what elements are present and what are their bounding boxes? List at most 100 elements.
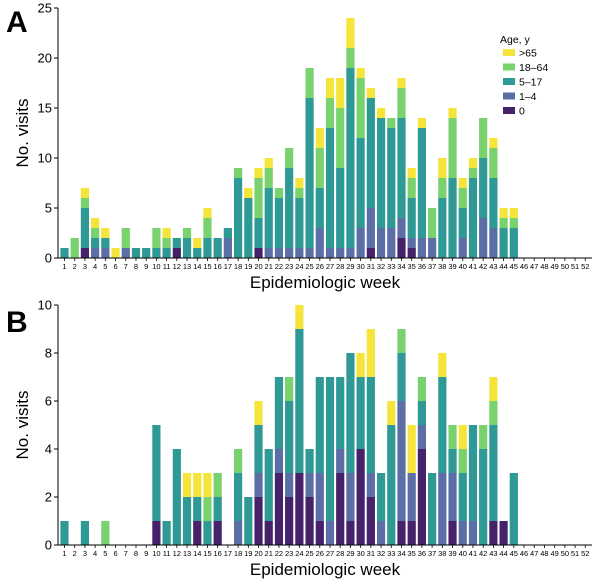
bar-week-26-age-1-4: [315, 228, 324, 258]
bar-week-22-age-0: [274, 473, 284, 545]
y-tick-label: 2: [45, 490, 52, 505]
bar-week-15-age-65plus: [203, 473, 212, 497]
bar-week-40-age-65plus: [458, 425, 467, 449]
bar-week-27-age-1-4: [325, 521, 335, 545]
x-tick-label: 28: [336, 549, 344, 558]
bar-week-18-age-5-17: [234, 178, 243, 258]
x-tick-label: 10: [152, 262, 160, 271]
x-tick-label: 4: [93, 262, 97, 271]
bar-week-5-age-18-64: [101, 521, 110, 545]
bar-week-26-age-18-64: [315, 148, 324, 188]
x-tick-label: 12: [173, 262, 181, 271]
bar-week-12-age-0: [172, 248, 181, 258]
bar-week-31-age-0: [366, 497, 375, 545]
bar-week-31-age-1-4: [366, 473, 375, 497]
bar-week-40-age-5-17: [458, 208, 467, 238]
x-tick-label: 26: [316, 262, 324, 271]
legend-label-5-17: 5–17: [519, 77, 543, 89]
bar-week-4-age-18-64: [91, 228, 100, 238]
bar-week-18-age-18-64: [234, 449, 243, 473]
bar-week-43-age-1-4: [489, 228, 498, 258]
x-tick-label: 43: [489, 549, 497, 558]
bar-week-31-age-5-17: [366, 98, 375, 208]
bar-week-45-age-5-17: [509, 473, 518, 545]
bar-week-20-age-1-4: [254, 473, 263, 497]
bar-week-40-age-1-4: [458, 521, 467, 545]
bar-week-39-age-18-64: [448, 118, 457, 178]
bar-week-35-age-65plus: [407, 425, 416, 473]
x-tick-label: 18: [234, 549, 242, 558]
bar-week-16-age-18-64: [213, 473, 222, 497]
x-tick-label: 31: [367, 549, 375, 558]
bar-week-38-age-5-17: [438, 377, 447, 473]
bar-week-17-age-5-17: [223, 228, 232, 238]
bar-week-27-age-1-4: [325, 248, 335, 258]
bar-week-34-age-1-4: [397, 218, 406, 238]
x-tick-label: 21: [265, 262, 273, 271]
bar-week-34-age-0: [397, 521, 406, 545]
x-tick-label: 2: [73, 549, 77, 558]
x-tick-label: 5: [103, 549, 107, 558]
x-tick-label: 35: [408, 549, 416, 558]
x-tick-label: 23: [285, 549, 293, 558]
bar-week-29-age-1-4: [346, 473, 355, 521]
bar-week-16-age-5-17: [213, 497, 222, 521]
x-tick-label: 3: [83, 262, 87, 271]
bar-week-23-age-18-64: [285, 148, 294, 168]
bar-week-27-age-18-64: [325, 98, 335, 128]
bar-week-29-age-65plus: [346, 18, 355, 48]
bar-week-35-age-0: [407, 248, 416, 258]
bar-week-40-age-18-64: [458, 449, 467, 473]
x-tick-label: 38: [438, 549, 446, 558]
x-tick-label: 27: [326, 262, 334, 271]
bar-week-34-age-18-64: [397, 88, 406, 118]
x-tick-label: 26: [316, 549, 324, 558]
bar-week-41-age-1-4: [468, 521, 478, 545]
y-tick-label: 10: [38, 298, 52, 313]
x-tick-label: 14: [193, 262, 201, 271]
bar-week-41-age-5-17: [468, 178, 478, 258]
bar-week-15-age-5-17: [203, 238, 212, 258]
x-tick-label: 17: [224, 262, 232, 271]
bar-week-44-age-18-64: [499, 218, 508, 228]
bar-week-33-age-65plus: [387, 401, 396, 425]
bar-week-25-age-5-17: [305, 98, 314, 248]
legend-swatch-65plus: [503, 49, 515, 56]
bar-week-34-age-5-17: [397, 118, 406, 218]
legend-swatch-5-17: [503, 78, 515, 85]
bar-week-24-age-1-4: [295, 248, 304, 258]
x-tick-label: 15: [203, 262, 211, 271]
bar-week-42-age-1-4: [479, 218, 488, 258]
panel-b-x-label: Epidemiologic week: [250, 560, 401, 579]
bar-week-29-age-18-64: [346, 48, 355, 68]
bar-week-45-age-5-17: [509, 228, 518, 258]
x-tick-label: 36: [418, 549, 426, 558]
bar-week-43-age-0: [489, 521, 498, 545]
bar-week-24-age-18-64: [295, 188, 304, 198]
legend-swatch-18-64: [503, 63, 515, 71]
x-tick-label: 16: [214, 549, 222, 558]
bar-week-22-age-1-4: [274, 248, 284, 258]
bar-week-39-age-65plus: [448, 108, 457, 118]
bar-week-21-age-1-4: [264, 248, 273, 258]
bar-week-30-age-5-17: [356, 138, 365, 228]
x-tick-label: 46: [520, 262, 528, 271]
bar-week-25-age-18-64: [305, 68, 314, 98]
x-tick-label: 35: [408, 262, 416, 271]
bar-week-27-age-65plus: [325, 78, 335, 98]
bar-week-35-age-18-64: [407, 178, 416, 198]
bar-week-37-age-5-17: [428, 473, 437, 545]
bar-week-26-age-5-17: [315, 188, 324, 228]
y-tick-label: 4: [45, 442, 52, 457]
bar-week-26-age-65plus: [315, 128, 324, 148]
y-tick-label: 5: [45, 201, 52, 216]
bar-week-30-age-0: [356, 449, 365, 545]
x-tick-label: 7: [124, 549, 128, 558]
bar-week-38-age-5-17: [438, 198, 447, 258]
legend-title: Age, y: [500, 34, 531, 46]
bar-week-15-age-18-64: [203, 218, 212, 238]
x-tick-label: 10: [152, 549, 160, 558]
bar-week-7-age-18-64: [121, 228, 130, 248]
x-tick-label: 32: [377, 262, 385, 271]
legend-swatch-1-4: [503, 92, 515, 100]
